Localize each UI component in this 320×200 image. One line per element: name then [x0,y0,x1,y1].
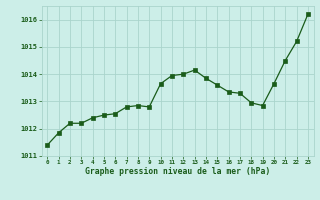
X-axis label: Graphe pression niveau de la mer (hPa): Graphe pression niveau de la mer (hPa) [85,167,270,176]
